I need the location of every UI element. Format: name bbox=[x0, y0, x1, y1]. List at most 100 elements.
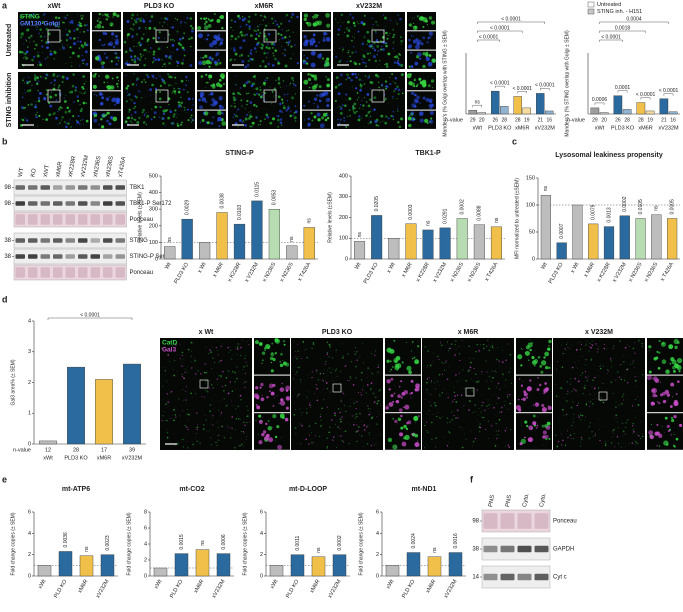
signal bbox=[161, 79, 165, 82]
signal bbox=[50, 118, 52, 120]
signal bbox=[299, 408, 300, 410]
bar bbox=[622, 109, 632, 115]
signal bbox=[159, 84, 162, 88]
signal bbox=[555, 395, 558, 398]
signal bbox=[438, 358, 440, 360]
signal bbox=[215, 441, 217, 444]
blot-band bbox=[500, 545, 515, 553]
signal bbox=[23, 52, 25, 54]
signal bbox=[383, 94, 386, 96]
signal bbox=[446, 417, 449, 420]
signal bbox=[413, 93, 417, 97]
signal bbox=[55, 99, 58, 101]
signal bbox=[507, 394, 509, 396]
y-axis-label: Manders's (% STING overlap with Golgi ± … bbox=[564, 30, 570, 137]
signal bbox=[203, 17, 206, 20]
signal bbox=[576, 390, 578, 392]
signal bbox=[289, 40, 291, 42]
signal bbox=[170, 418, 172, 419]
signal bbox=[234, 114, 238, 118]
signal bbox=[221, 426, 223, 428]
x-tick-label: xV232M bbox=[95, 578, 110, 599]
signal bbox=[186, 108, 189, 111]
signal bbox=[431, 20, 436, 25]
column-label: x Wt bbox=[199, 329, 214, 336]
y-tick-label: 4 bbox=[28, 531, 31, 537]
signal bbox=[378, 413, 380, 415]
bar bbox=[603, 226, 615, 260]
x-tick-label: x K228R bbox=[415, 262, 431, 283]
signal bbox=[133, 60, 137, 64]
signal bbox=[371, 48, 373, 50]
signal bbox=[65, 28, 67, 30]
blot-band bbox=[40, 201, 50, 206]
signal bbox=[366, 30, 369, 34]
signal bbox=[153, 77, 155, 79]
signal bbox=[202, 428, 205, 430]
signal bbox=[313, 13, 319, 19]
signal bbox=[223, 390, 225, 392]
signal bbox=[308, 443, 310, 445]
signal bbox=[547, 405, 550, 407]
signal bbox=[350, 361, 353, 363]
blot-band bbox=[40, 254, 50, 259]
signal bbox=[178, 398, 180, 400]
signal bbox=[162, 415, 164, 417]
signal bbox=[142, 54, 144, 56]
signal bbox=[326, 437, 328, 439]
signal bbox=[384, 97, 387, 100]
signal bbox=[232, 355, 233, 357]
signal bbox=[615, 401, 617, 403]
signal bbox=[189, 64, 193, 67]
signal bbox=[582, 393, 584, 395]
signal bbox=[588, 406, 590, 408]
signal bbox=[243, 357, 246, 360]
signal bbox=[374, 354, 376, 356]
signal bbox=[583, 387, 586, 389]
signal bbox=[349, 125, 351, 127]
signal bbox=[386, 379, 391, 384]
signal bbox=[158, 106, 160, 108]
signal bbox=[671, 365, 676, 370]
signal bbox=[22, 34, 24, 36]
signal bbox=[264, 92, 267, 95]
signal bbox=[401, 361, 404, 364]
signal bbox=[255, 51, 257, 53]
signal bbox=[408, 370, 412, 375]
blot-band bbox=[78, 267, 88, 278]
signal bbox=[345, 410, 347, 413]
signal bbox=[352, 107, 355, 109]
signal bbox=[371, 353, 373, 355]
signal bbox=[287, 107, 290, 110]
signal bbox=[182, 389, 184, 390]
signal bbox=[26, 82, 29, 85]
bar bbox=[164, 246, 176, 260]
signal bbox=[454, 344, 456, 346]
signal bbox=[53, 23, 57, 26]
signal bbox=[247, 59, 250, 63]
signal bbox=[23, 57, 25, 59]
signal bbox=[74, 86, 78, 89]
signal bbox=[196, 412, 198, 414]
signal bbox=[371, 372, 373, 373]
signal bbox=[221, 377, 223, 379]
signal bbox=[98, 18, 100, 20]
signal bbox=[131, 28, 134, 31]
signal bbox=[615, 406, 617, 408]
signal bbox=[657, 401, 659, 403]
signal bbox=[243, 365, 245, 368]
signal bbox=[152, 36, 155, 40]
signal bbox=[367, 46, 369, 48]
x-tick-label: xM6R bbox=[77, 579, 89, 594]
signal bbox=[145, 124, 148, 126]
signal bbox=[93, 116, 95, 118]
signal bbox=[461, 370, 463, 371]
signal bbox=[339, 81, 340, 83]
signal bbox=[566, 381, 569, 383]
signal bbox=[415, 383, 420, 389]
signal bbox=[392, 444, 398, 450]
signal bbox=[265, 113, 269, 117]
signal bbox=[599, 440, 601, 442]
signal bbox=[458, 425, 460, 427]
signal bbox=[236, 346, 239, 348]
